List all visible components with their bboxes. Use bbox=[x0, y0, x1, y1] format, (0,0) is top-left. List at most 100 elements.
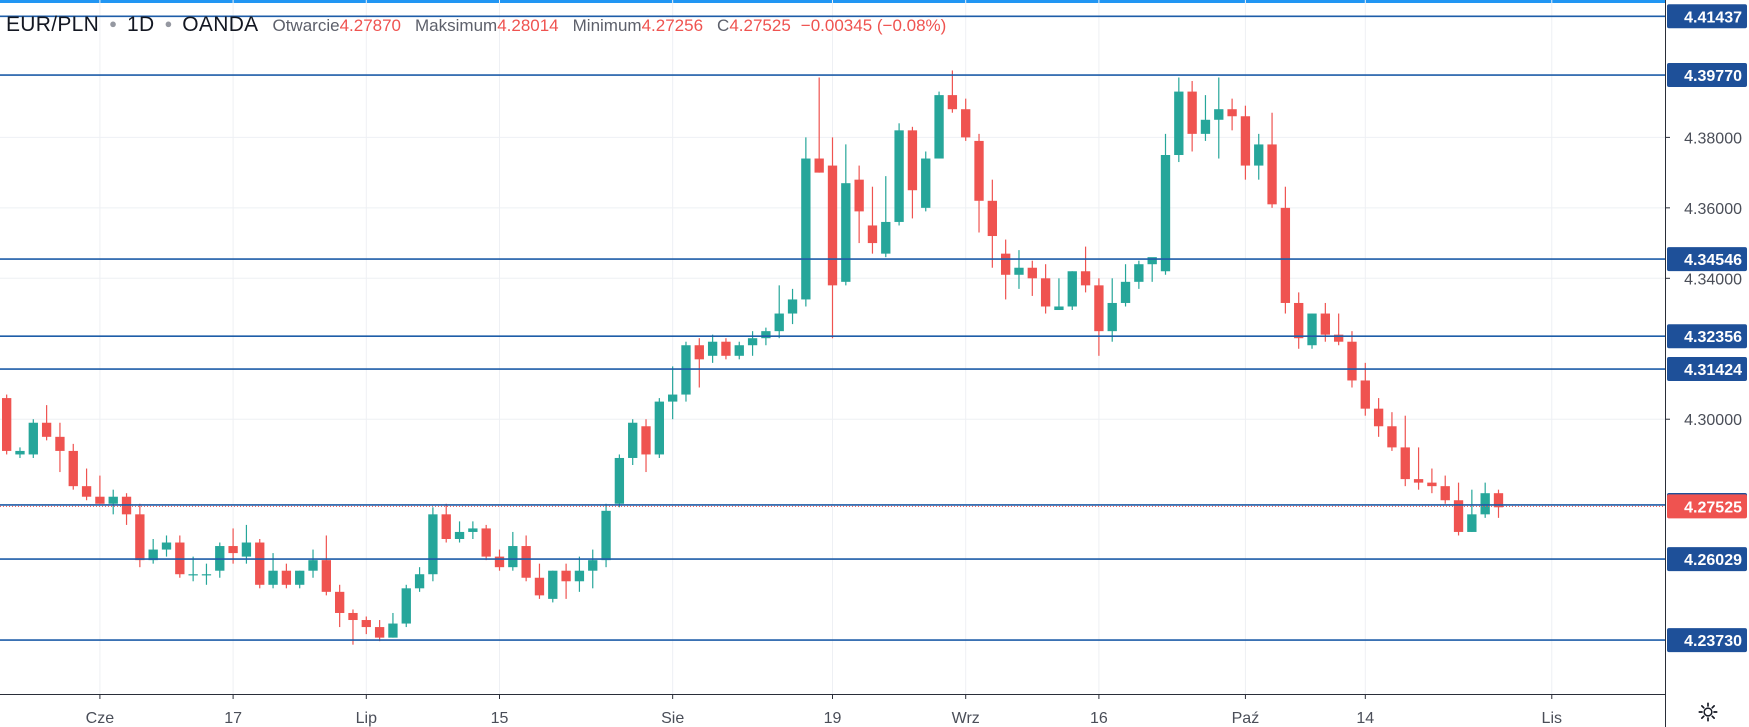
candle-body bbox=[135, 514, 145, 561]
candle-body bbox=[268, 570, 278, 585]
level-price-label: 4.34546 bbox=[1684, 252, 1742, 269]
candle-body bbox=[1054, 306, 1064, 311]
interval-label[interactable]: 1D bbox=[126, 13, 155, 36]
x-tick-label: Wrz bbox=[952, 710, 980, 727]
candle-body bbox=[1080, 271, 1091, 286]
candle-body bbox=[1067, 271, 1077, 307]
gear-icon[interactable] bbox=[1697, 701, 1719, 723]
candle-body bbox=[934, 95, 944, 159]
candle-body bbox=[1333, 334, 1344, 342]
candle-body bbox=[694, 345, 704, 360]
y-tick-label: 4.34000 bbox=[1684, 271, 1742, 288]
open-label: Otwarcie bbox=[272, 16, 340, 35]
candle-body bbox=[881, 221, 891, 254]
symbol-name[interactable]: EUR/PLN bbox=[6, 13, 100, 36]
candle-body bbox=[1147, 257, 1157, 265]
candle-body bbox=[428, 514, 438, 575]
candle-body bbox=[574, 570, 585, 582]
candle-body bbox=[787, 299, 798, 314]
level-price-label-bg bbox=[1667, 247, 1747, 272]
x-tick-label: Lip bbox=[356, 710, 377, 727]
candle-body bbox=[827, 165, 838, 286]
candle-body bbox=[148, 549, 158, 561]
level-price-label: 4.23730 bbox=[1684, 633, 1742, 650]
candle-body bbox=[441, 514, 451, 539]
candle-body bbox=[747, 338, 758, 346]
level-price-label-bg bbox=[1667, 324, 1747, 349]
candle-body bbox=[201, 574, 212, 576]
candle-body bbox=[987, 200, 998, 237]
candle-body bbox=[321, 560, 332, 592]
last-price-label: 4.27525 bbox=[1684, 499, 1742, 516]
candle-body bbox=[641, 426, 651, 455]
candle-body bbox=[1214, 109, 1224, 120]
y-tick-label: 4.36000 bbox=[1684, 201, 1742, 218]
candle-body bbox=[334, 591, 345, 613]
candle-body bbox=[1387, 426, 1397, 448]
candle-body bbox=[494, 556, 505, 568]
candle-body bbox=[1107, 302, 1117, 332]
x-tick-label: 15 bbox=[491, 710, 509, 727]
x-tick-label: Cze bbox=[86, 710, 115, 727]
source-label: OANDA bbox=[182, 13, 259, 36]
candle-body bbox=[1134, 264, 1144, 282]
level-price-label: 4.31424 bbox=[1684, 362, 1742, 379]
candle-body bbox=[801, 158, 811, 300]
candle-body bbox=[228, 546, 238, 554]
candle-body bbox=[1373, 408, 1384, 427]
candle-body bbox=[614, 457, 625, 504]
candle-body bbox=[654, 401, 665, 455]
candle-body bbox=[947, 95, 958, 110]
candle-body bbox=[734, 345, 744, 356]
candle-body bbox=[108, 496, 118, 504]
candle-body bbox=[15, 450, 25, 455]
grid bbox=[0, 0, 1665, 694]
x-tick-label: Sie bbox=[661, 710, 684, 727]
level-price-label: 4.41437 bbox=[1684, 9, 1742, 26]
candle-body bbox=[1160, 155, 1171, 272]
candle-body bbox=[68, 450, 78, 487]
candle-body bbox=[188, 574, 198, 576]
candle-body bbox=[468, 528, 478, 532]
top-accent-bar bbox=[0, 0, 1749, 3]
legend-separator: ● bbox=[164, 16, 173, 31]
candle-body bbox=[1360, 380, 1370, 409]
candle-body bbox=[295, 570, 305, 585]
candle-body bbox=[508, 546, 518, 568]
candle-body bbox=[907, 130, 918, 191]
candle-body bbox=[241, 542, 252, 557]
x-tick-label: Lis bbox=[1542, 710, 1562, 727]
candle-body bbox=[1280, 207, 1291, 303]
level-price-label: 4.32356 bbox=[1684, 329, 1742, 346]
low-value: 4.27256 bbox=[641, 16, 704, 35]
candle-body bbox=[308, 560, 318, 571]
level-price-label-bg bbox=[1667, 547, 1747, 572]
candle-body bbox=[1493, 493, 1504, 508]
candle-body bbox=[95, 496, 105, 504]
candle-body bbox=[388, 623, 398, 638]
candle-body bbox=[1174, 91, 1184, 156]
candle-body bbox=[1294, 302, 1304, 339]
candle-body bbox=[1120, 281, 1131, 303]
level-price-label: 4.26029 bbox=[1684, 552, 1742, 569]
y-tick-label: 4.38000 bbox=[1684, 130, 1742, 147]
candle-body bbox=[1267, 144, 1277, 205]
candle-body bbox=[841, 183, 851, 282]
high-label: Maksimum bbox=[415, 16, 498, 35]
candle-body bbox=[1040, 278, 1051, 307]
candle-body bbox=[348, 612, 358, 621]
candle-body bbox=[854, 179, 864, 212]
candle-body bbox=[1413, 479, 1424, 483]
x-tick-label: 19 bbox=[824, 710, 842, 727]
candle-body bbox=[548, 570, 558, 599]
close-label: C bbox=[717, 16, 730, 35]
change-value: −0.00345 (−0.08%) bbox=[800, 16, 947, 35]
candle-body bbox=[628, 422, 638, 458]
candle-body bbox=[1240, 116, 1251, 166]
candle-body bbox=[1453, 500, 1464, 532]
candle-body bbox=[1000, 253, 1011, 275]
candle-body bbox=[974, 140, 984, 201]
candle-body bbox=[681, 345, 691, 395]
